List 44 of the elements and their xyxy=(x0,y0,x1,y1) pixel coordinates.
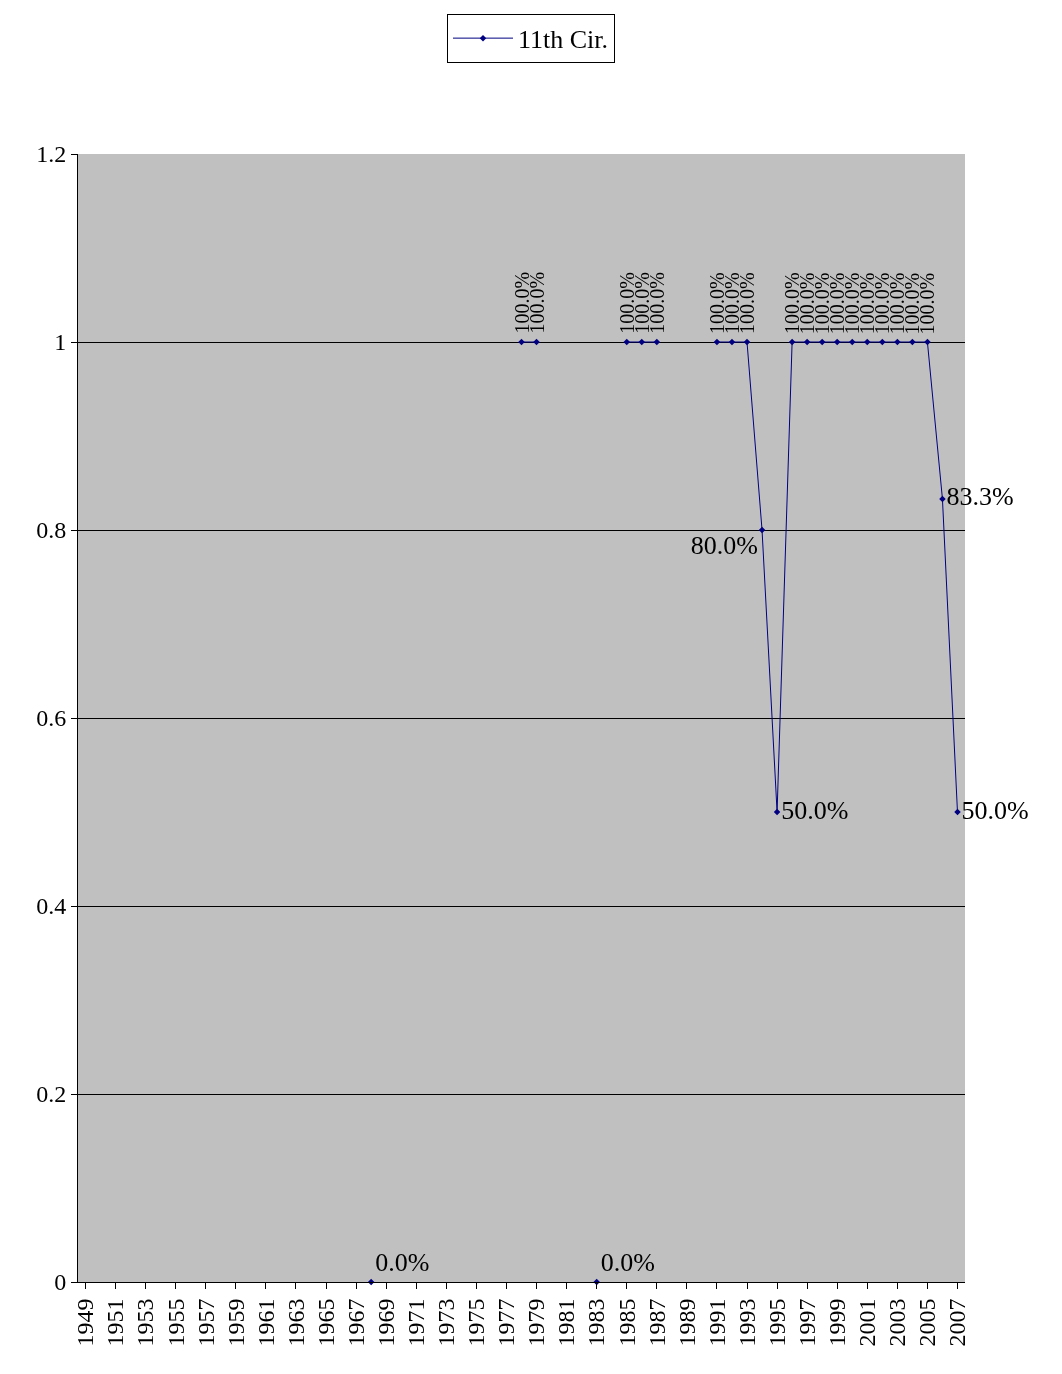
x-tick-label: 1989 xyxy=(673,1298,700,1347)
x-tick-label: 1999 xyxy=(824,1298,851,1347)
x-tick-label: 1961 xyxy=(252,1298,279,1347)
y-tick-label: 0.6 xyxy=(36,705,67,732)
data-label: 83.3% xyxy=(946,482,1014,512)
x-tick-label: 1975 xyxy=(463,1298,490,1347)
x-tick-label: 2001 xyxy=(854,1298,881,1347)
x-tick-label: 2007 xyxy=(944,1298,971,1347)
y-tick-label: 0 xyxy=(54,1269,67,1296)
x-tick-label: 1967 xyxy=(342,1298,369,1347)
x-tick-label: 1987 xyxy=(643,1298,670,1347)
x-tick-label: 1969 xyxy=(372,1298,399,1347)
y-tick-label: 0.2 xyxy=(36,1081,67,1108)
data-label: 50.0% xyxy=(961,795,1029,825)
data-label: 0.0% xyxy=(375,1248,430,1278)
data-label: 50.0% xyxy=(781,795,849,825)
x-tick-label: 1955 xyxy=(162,1298,189,1347)
y-tick-label: 1 xyxy=(54,329,67,356)
data-label: 0.0% xyxy=(600,1248,655,1278)
x-tick-label: 1971 xyxy=(403,1298,430,1347)
x-tick-label: 1959 xyxy=(222,1298,249,1347)
x-tick-label: 1985 xyxy=(613,1298,640,1347)
x-tick-label: 1963 xyxy=(282,1298,309,1347)
y-tick-label: 0.4 xyxy=(36,893,67,920)
x-tick-label: 2005 xyxy=(914,1298,941,1347)
x-tick-label: 1953 xyxy=(132,1298,159,1347)
x-tick-label: 1997 xyxy=(793,1298,820,1347)
data-label: 80.0% xyxy=(690,530,758,560)
y-tick-label: 1.2 xyxy=(36,141,67,168)
x-tick-label: 1949 xyxy=(72,1298,99,1347)
x-tick-label: 1951 xyxy=(102,1298,129,1347)
x-tick-label: 1973 xyxy=(433,1298,460,1347)
x-tick-label: 1995 xyxy=(763,1298,790,1347)
x-tick-label: 1991 xyxy=(703,1298,730,1347)
y-tick-label: 0.8 xyxy=(36,517,67,544)
x-tick-label: 2003 xyxy=(884,1298,911,1347)
x-tick-label: 1957 xyxy=(192,1298,219,1347)
x-tick-label: 1965 xyxy=(312,1298,339,1347)
x-tick-label: 1983 xyxy=(583,1298,610,1347)
legend-label: 11th Cir. xyxy=(518,25,609,55)
x-tick-label: 1981 xyxy=(553,1298,580,1347)
x-tick-label: 1977 xyxy=(493,1298,520,1347)
x-tick-label: 1993 xyxy=(733,1298,760,1347)
x-tick-label: 1979 xyxy=(523,1298,550,1347)
